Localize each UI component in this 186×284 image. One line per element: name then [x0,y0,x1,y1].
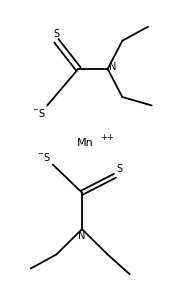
Text: N: N [78,231,86,241]
Text: S: S [53,29,59,39]
Text: N: N [109,62,116,72]
Text: Mn: Mn [77,138,94,149]
Text: ++: ++ [100,133,114,142]
Text: S: S [117,164,123,174]
Text: $^{-}$S: $^{-}$S [32,107,45,119]
Text: $^{-}$S: $^{-}$S [37,151,51,163]
